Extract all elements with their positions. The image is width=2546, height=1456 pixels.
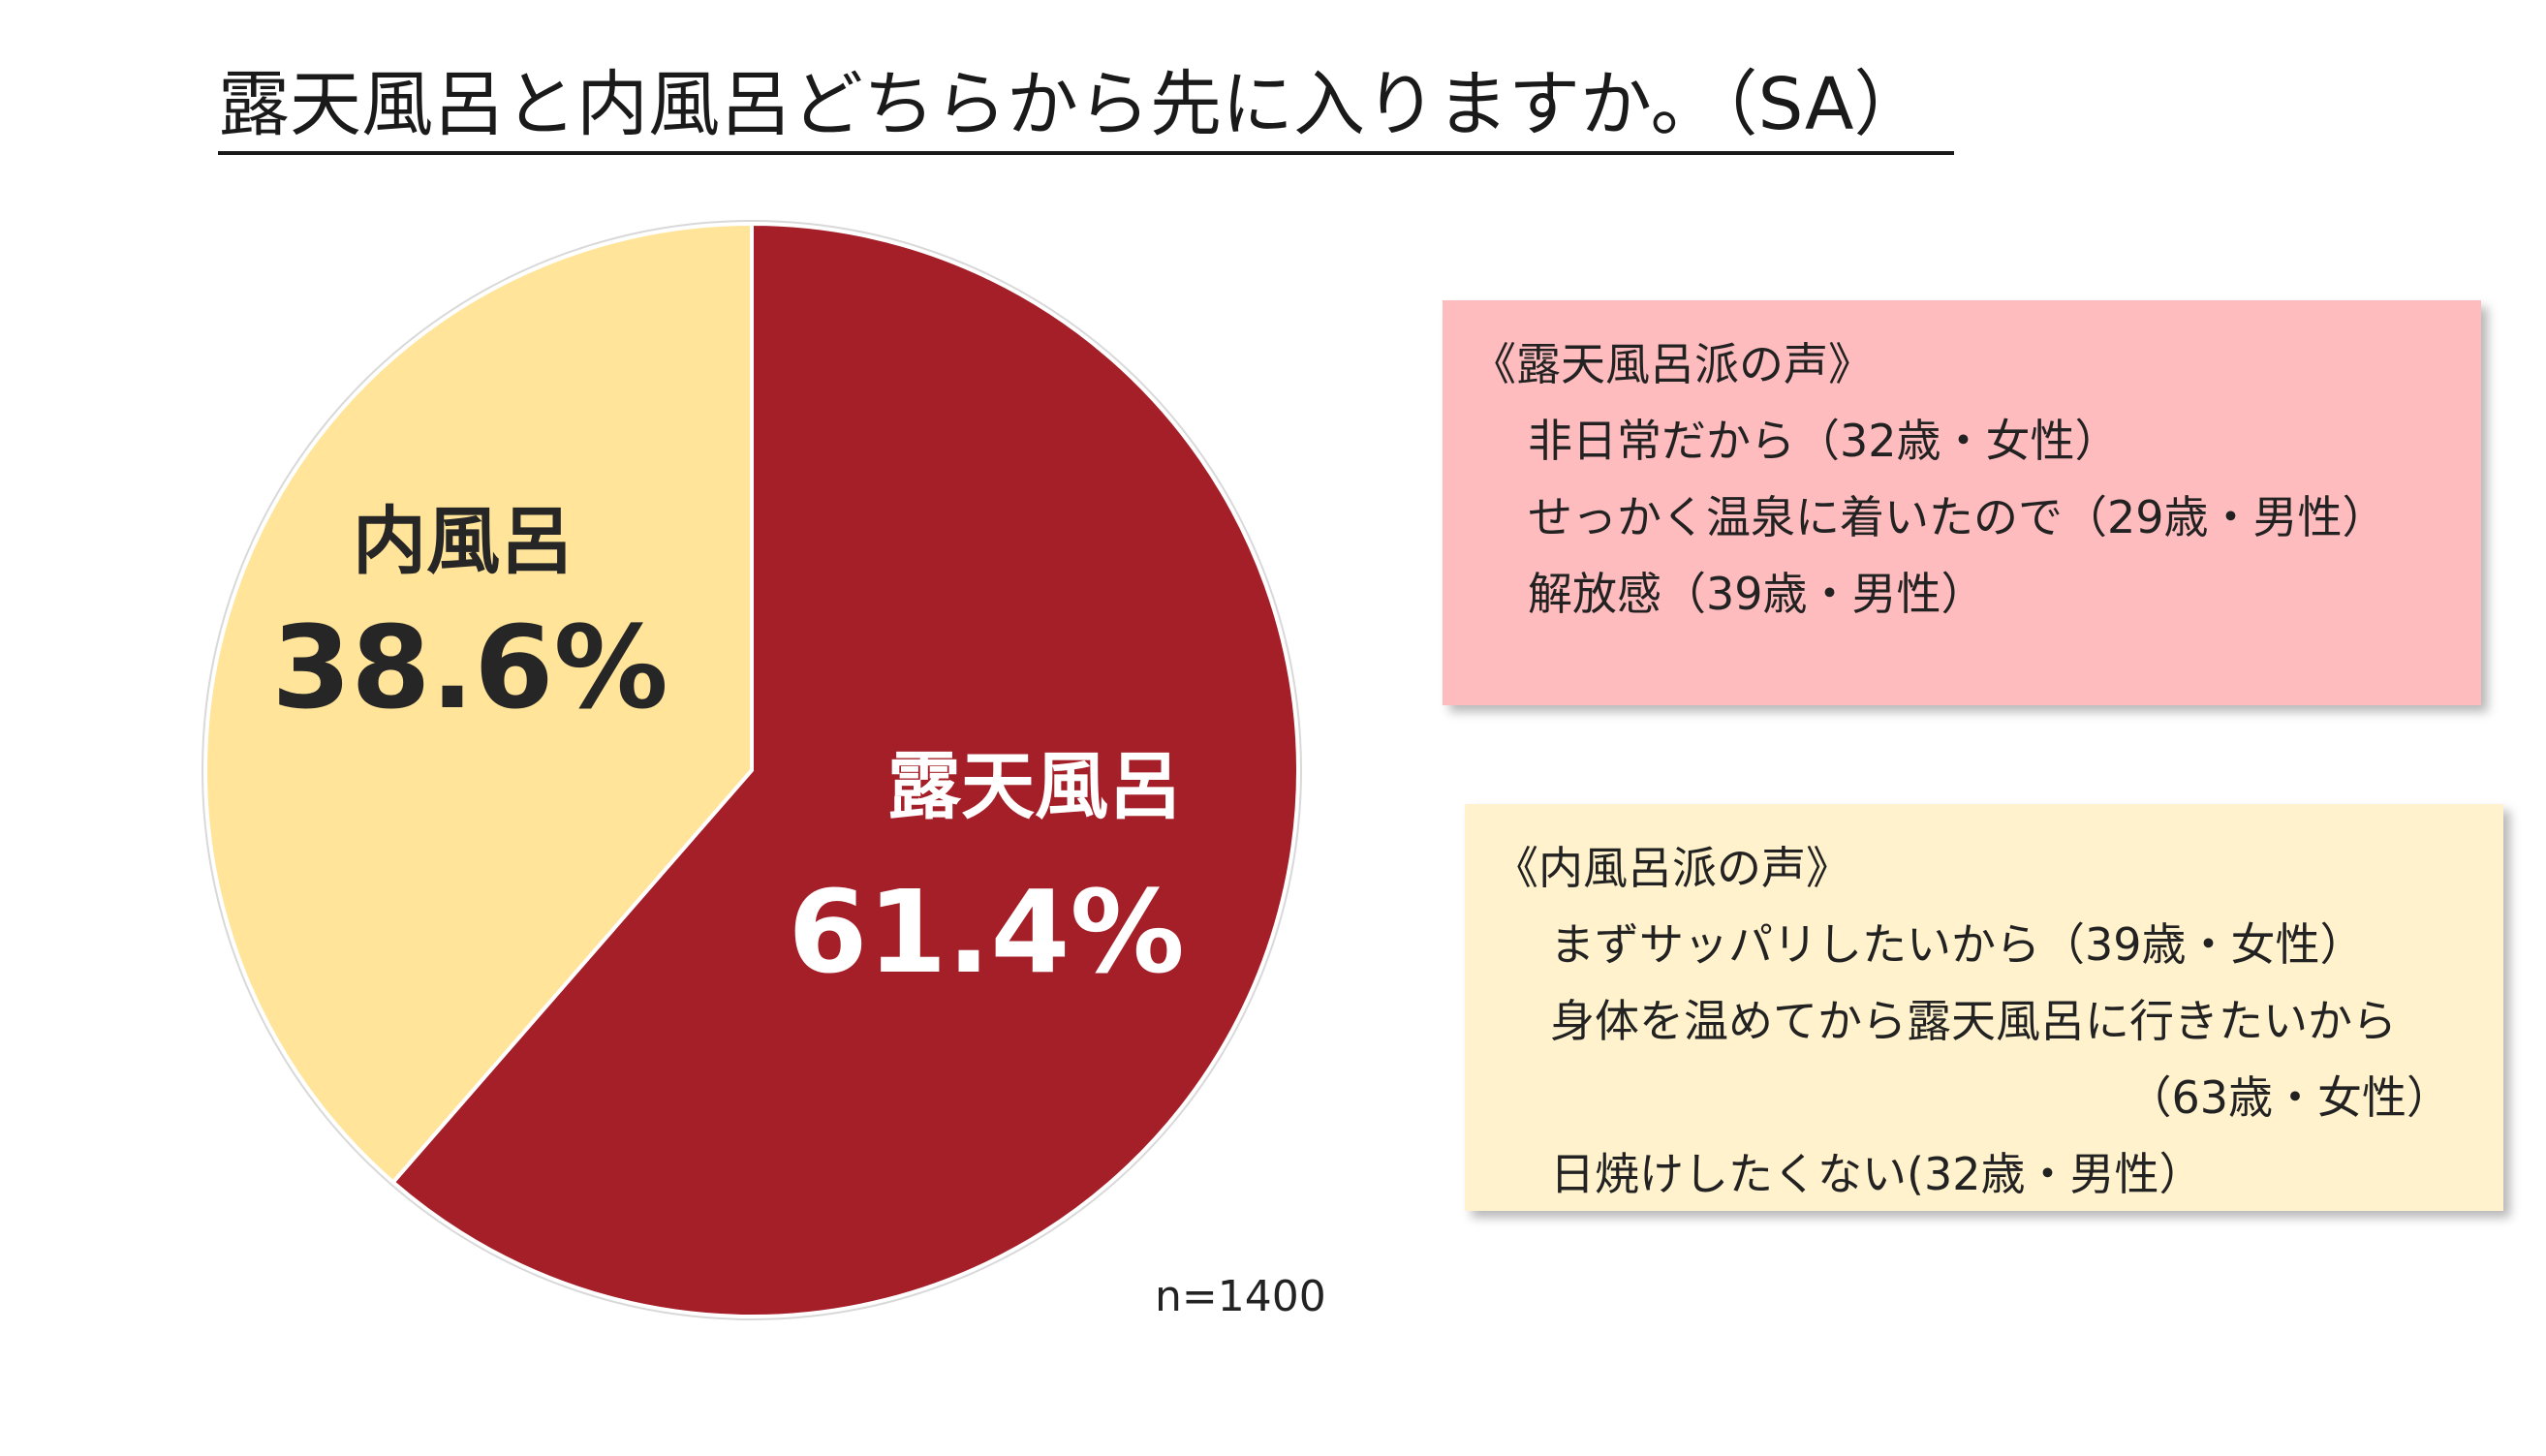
outdoor-voice-item: 解放感（39歳・男性） [1528,568,1986,620]
outdoor-voices-heading: 《露天風呂派の声》 [1472,338,1873,390]
pie-slice-indoor [203,222,754,1185]
title-underline [218,151,1954,155]
indoor-voice-item: まずサッパリしたいから（39歳・女性） [1550,918,2365,971]
outdoor-voices-list: 非日常だから（32歳・女性） せっかく温泉に着いたので（29歳・男性） 解放感（… [1472,403,2481,633]
slice-label-outdoor: 露天風呂 [887,743,1182,829]
indoor-voice-text: 身体を温めてから露天風呂に行きたいから [1550,995,2397,1047]
outdoor-voice-item: 非日常だから（32歳・女性） [1528,415,2120,467]
indoor-voices-list: まずサッパリしたいから（39歳・女性） 身体を温めてから露天風呂に行きたいから … [1494,907,2503,1213]
indoor-voice-item: 身体を温めてから露天風呂に行きたいから （63歳・女性） [1494,983,2503,1136]
slice-value-indoor: 38.6% [271,601,668,734]
pie-slice-outdoor [390,222,1300,1318]
slice-label-indoor: 内風呂 [353,498,574,584]
outdoor-voices-box: 《露天風呂派の声》 非日常だから（32歳・女性） せっかく温泉に着いたので（29… [1443,300,2481,705]
indoor-voices-box: 《内風呂派の声》 まずサッパリしたいから（39歳・女性） 身体を温めてから露天風… [1465,804,2503,1211]
indoor-voice-attribution: （63歳・女性） [2127,1071,2451,1124]
slice-value-outdoor: 61.4% [788,865,1184,999]
indoor-voice-item: 日焼けしたくない(32歳・男性） [1550,1148,2204,1200]
indoor-voices-heading: 《内風呂派の声》 [1494,842,1850,894]
outdoor-voice-item: せっかく温泉に着いたので（29歳・男性） [1528,491,2387,543]
sample-size-note: n=1400 [1155,1272,1326,1321]
chart-title: 露天風呂と内風呂どちらから先に入りますか。（SA） [218,63,1926,146]
